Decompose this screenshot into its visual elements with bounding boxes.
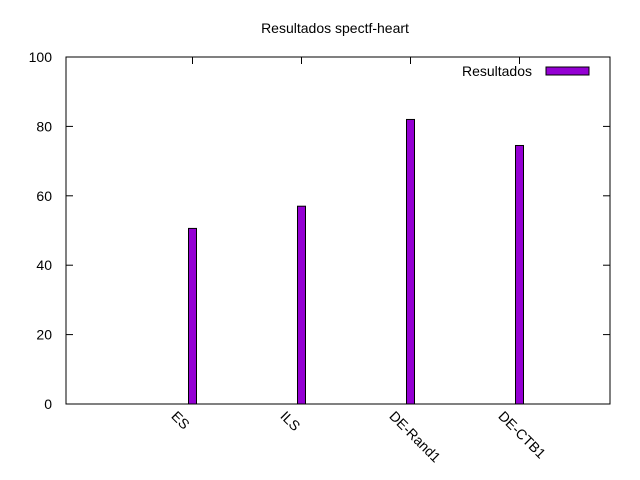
legend-label-resultados: Resultados [462,63,532,79]
bar-ils [297,205,306,405]
chart-title: Resultados spectf-heart [261,20,409,36]
y-tick-label: 100 [29,49,53,65]
y-tick-label: 20 [36,327,52,343]
y-axis-ticks: 0 20 40 60 80 100 [29,49,610,412]
bar-es [188,227,197,405]
y-tick-label: 0 [44,396,52,412]
y-tick-label: 60 [36,188,52,204]
y-tick-label: 40 [36,257,52,273]
legend: Resultados [462,63,590,79]
plot-border [65,56,611,405]
y-tick-label: 80 [36,118,52,134]
bar-de-rand1 [406,118,415,405]
bar-de-ctb1 [515,144,524,405]
x-tick-label: DE-CTB1 [495,408,549,462]
x-tick-label: DE-Rand1 [386,408,444,466]
bars [188,118,524,405]
legend-swatch-resultados [545,66,590,76]
x-tick-label: ES [168,408,193,433]
x-tick-label: ILS [277,408,303,434]
